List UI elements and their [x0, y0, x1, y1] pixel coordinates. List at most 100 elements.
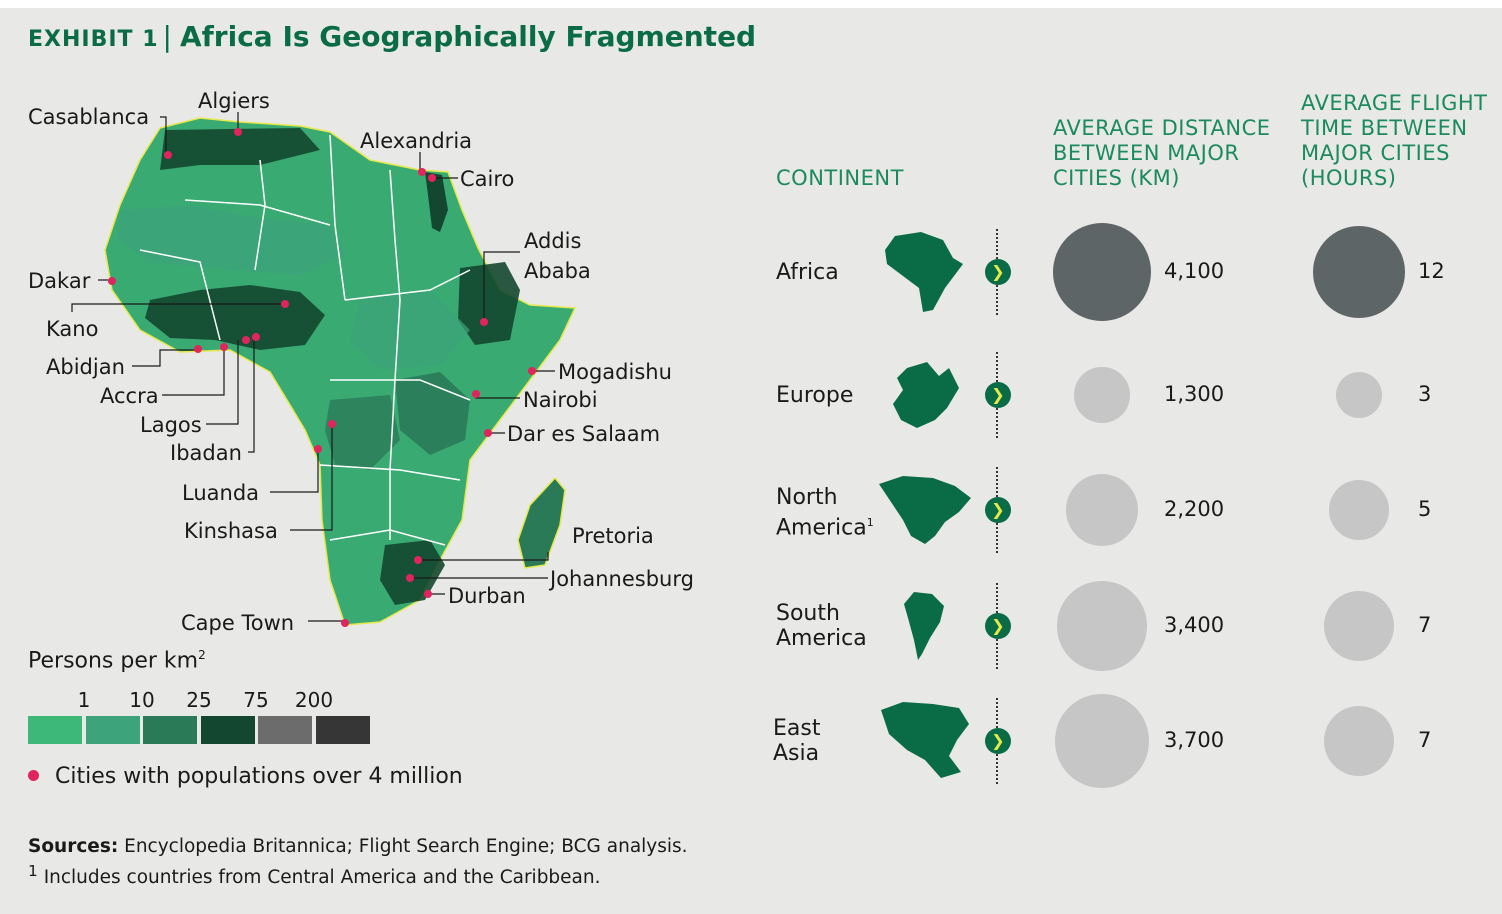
footnote-marker: 1: [866, 516, 874, 529]
footnote-line: 1 Includes countries from Central Americ…: [28, 862, 601, 888]
density-zone-ethiopia: [458, 262, 520, 345]
city-dot-algiers: [234, 128, 242, 136]
header-line: CITIES (KM): [1053, 166, 1180, 190]
city-label-ibadan: Ibadan: [170, 441, 242, 465]
city-dot-cairo: [428, 174, 436, 182]
continent-name-line: Europe: [776, 382, 854, 408]
city-label-kano: Kano: [46, 317, 98, 341]
flight-time-bubble: [1313, 226, 1405, 318]
africa-mainland: [104, 117, 577, 626]
city-dot-dakar: [108, 277, 116, 285]
leader-casablanca: [160, 116, 167, 155]
distance-value: 1,300: [1164, 382, 1225, 406]
flight-time-value: 3: [1418, 382, 1432, 406]
header-line: MAJOR CITIES: [1301, 141, 1450, 165]
city-label-cape-town: Cape Town: [181, 611, 294, 635]
city-dot-dar-es-salaam: [484, 429, 492, 437]
continent-silhouette: [904, 592, 944, 660]
flight-time-value: 7: [1418, 613, 1432, 637]
city-label-cairo: Cairo: [460, 167, 514, 191]
legend-swatch: [28, 716, 82, 744]
column-header-continent: CONTINENT: [776, 166, 904, 190]
continent-name-line: East: [773, 716, 821, 741]
leader-accra: [162, 348, 225, 396]
density-zone-west: [145, 285, 325, 350]
city-label-alexandria: Alexandria: [360, 129, 472, 153]
header-line: AVERAGE FLIGHT: [1301, 91, 1488, 115]
flight-time-bubble: [1336, 372, 1382, 418]
continent-name-line: America: [776, 626, 867, 651]
continent-silhouette: [881, 702, 969, 778]
border-line: [139, 249, 221, 341]
title-separator: |: [162, 20, 172, 53]
continent-name-line: Africa: [776, 259, 839, 285]
distance-bubble: [1074, 367, 1130, 423]
city-label-addis: Addis: [524, 229, 581, 253]
flight-time-value: 12: [1418, 259, 1445, 283]
legend-tick: 10: [129, 688, 155, 712]
city-dot-accra: [220, 343, 228, 351]
legend-tick: 75: [243, 688, 269, 712]
city-dot-cape-town: [341, 619, 349, 627]
exhibit-title: Exhibit 1 | Africa Is Geographically Fragm…: [28, 20, 756, 53]
legend-swatch: [316, 716, 370, 744]
footnote-text: Includes countries from Central America …: [37, 867, 601, 889]
continent-name-line: South: [776, 601, 840, 626]
leader-kinshasa: [290, 425, 333, 531]
city-label-nairobi: Nairobi: [523, 388, 598, 412]
continent-name: Africa: [776, 260, 839, 285]
city-label-abidjan: Abidjan: [46, 355, 125, 379]
city-dot-ibadan: [252, 333, 260, 341]
city-dot-casablanca: [164, 151, 172, 159]
city-label-algiers: Algiers: [198, 89, 270, 113]
continent-shape-africa: [885, 232, 963, 312]
continent-silhouette: [879, 476, 971, 544]
title-text: Africa Is Geographically Fragmented: [179, 20, 757, 53]
city-label-dar-es-salaam: Dar es Salaam: [507, 422, 660, 446]
footnote-sup: 1: [28, 862, 38, 880]
chevron-right-icon: ❯: [985, 382, 1011, 408]
continent-name-line: America1: [776, 515, 874, 541]
city-label-kinshasa: Kinshasa: [184, 519, 278, 543]
leader-luanda: [270, 450, 319, 493]
legend-swatch: [200, 716, 255, 744]
madagascar: [517, 476, 566, 569]
city-dot-durban: [424, 590, 432, 598]
continent-silhouette: [893, 362, 959, 428]
distance-value: 2,200: [1164, 497, 1225, 521]
sources-label: Sources:: [28, 836, 119, 857]
density-zone-south: [380, 540, 445, 605]
border-line: [330, 379, 471, 401]
continent-name: South America: [776, 601, 867, 651]
exhibit-label: Exhibit 1: [28, 27, 159, 52]
distance-value: 3,400: [1164, 613, 1225, 637]
distance-bubble: [1057, 581, 1147, 671]
leader-ibadan: [248, 338, 255, 453]
flight-time-value: 7: [1418, 728, 1432, 752]
legend-swatch: [258, 716, 313, 744]
city-dot-mogadishu: [528, 367, 536, 375]
distance-bubble: [1066, 474, 1138, 546]
sources-line: Sources: Encyclopedia Britannica; Flight…: [28, 836, 688, 857]
africa-landmass: [104, 117, 577, 626]
continent-shape-east-asia: [881, 702, 969, 778]
legend-tick: 200: [294, 688, 334, 712]
border-line: [389, 299, 401, 540]
distance-bubble: [1055, 694, 1149, 788]
border-line: [319, 464, 461, 481]
city-dot-kinshasa: [328, 420, 336, 428]
flight-time-bubble: [1323, 705, 1395, 777]
chevron-right-icon: ❯: [985, 497, 1011, 523]
density-zone-nile: [425, 172, 448, 232]
city-label-lagos: Lagos: [140, 413, 202, 437]
legend-title: Persons per km2: [28, 648, 206, 673]
border-line: [344, 269, 471, 301]
city-label-durban: Durban: [448, 584, 526, 608]
legend-swatch: [143, 716, 198, 744]
distance-value: 4,100: [1164, 259, 1225, 283]
legend-title-text: Persons per km: [28, 648, 199, 674]
legend-tick: 25: [186, 688, 212, 712]
density-zone-congo: [325, 395, 400, 470]
city-dot-pretoria: [414, 556, 422, 564]
